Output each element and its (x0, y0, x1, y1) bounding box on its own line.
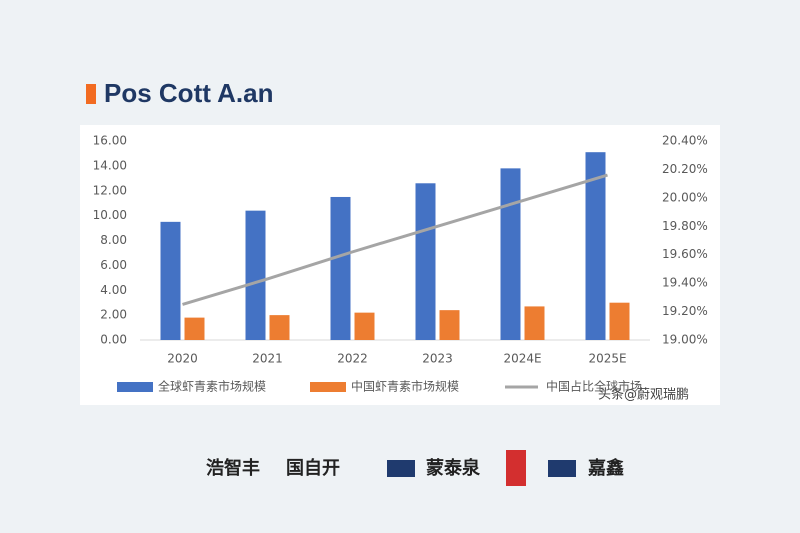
bar (500, 168, 521, 340)
logo-text: 国自开 (286, 457, 340, 479)
y2-tick-label: 20.40% (662, 134, 708, 148)
chart-title: Pos Cott A.an (104, 78, 273, 108)
logo-text: 浩智丰 (206, 457, 260, 479)
bar (245, 210, 266, 340)
bar (585, 152, 606, 340)
legend-label: 全球虾青素市场规模 (158, 379, 266, 394)
bar (330, 196, 351, 340)
y-tick-label: 4.00 (100, 283, 127, 297)
x-tick-label: 2020 (167, 352, 198, 366)
bar (524, 306, 545, 340)
y2-tick-label: 19.00% (662, 333, 708, 347)
y-tick-label: 8.00 (100, 233, 127, 247)
watermark: 头条@蔚观瑞鹏 (598, 387, 689, 403)
y-tick-label: 2.00 (100, 308, 127, 322)
logo-text: 蒙泰泉 (426, 457, 481, 479)
x-tick-label: 2025E (588, 352, 626, 366)
bar (160, 221, 181, 340)
bar (439, 310, 460, 340)
x-tick-label: 2022 (337, 352, 368, 366)
y2-tick-label: 19.80% (662, 219, 708, 233)
bar (415, 183, 436, 340)
legend-label: 中国占比全球市场 (546, 379, 642, 394)
x-tick-label: 2024E (503, 352, 541, 366)
logo-text: 嘉鑫 (587, 457, 624, 479)
logo-icon (506, 450, 526, 486)
y2-tick-label: 20.00% (662, 190, 708, 204)
bar (609, 302, 630, 340)
y-tick-label: 0.00 (100, 333, 127, 347)
x-tick-label: 2021 (252, 352, 283, 366)
logo-icon (548, 460, 576, 477)
y-tick-label: 14.00 (93, 158, 127, 172)
chart-panel (80, 125, 720, 405)
x-tick-label: 2023 (422, 352, 453, 366)
y-tick-label: 10.00 (93, 208, 127, 222)
logo-icon (387, 460, 415, 477)
bar (354, 312, 375, 340)
legend-swatch (310, 382, 346, 392)
y-tick-label: 12.00 (93, 183, 127, 197)
legend-swatch (117, 382, 153, 392)
y2-tick-label: 19.20% (662, 304, 708, 318)
bar (184, 317, 205, 340)
title-marker (86, 84, 96, 104)
legend-label: 中国虾青素市场规模 (351, 379, 459, 394)
y2-tick-label: 19.60% (662, 247, 708, 261)
bar (269, 315, 290, 340)
y-tick-label: 6.00 (100, 258, 127, 272)
y2-tick-label: 20.20% (662, 162, 708, 176)
y2-tick-label: 19.40% (662, 276, 708, 290)
y-tick-label: 16.00 (93, 134, 127, 148)
line (182, 173, 608, 306)
